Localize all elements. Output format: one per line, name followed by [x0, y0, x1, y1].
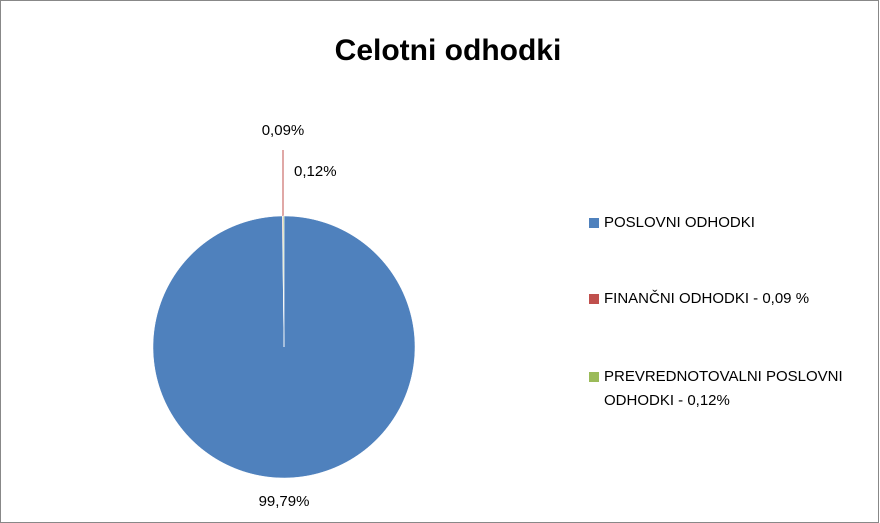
- legend-swatch: [589, 218, 599, 228]
- legend-swatch: [589, 372, 599, 382]
- legend-swatch: [589, 294, 599, 304]
- legend-entry: PREVREDNOTOVALNI POSLOVNI ODHODKI - 0,12…: [604, 368, 843, 409]
- legend-entry: POSLOVNI ODHODKI: [604, 214, 755, 231]
- pie-slice: [282, 215, 285, 348]
- legend-label: FINANČNI ODHODKI - 0,09 %: [604, 290, 810, 307]
- data-label: 0,12%: [294, 163, 337, 180]
- legend-label: POSLOVNI ODHODKI: [604, 214, 755, 231]
- data-label: 0,09%: [262, 122, 305, 139]
- data-label: 99,79%: [259, 493, 310, 510]
- legend-entry: FINANČNI ODHODKI - 0,09 %: [604, 290, 810, 307]
- chart-title: Celotni odhodki: [335, 34, 562, 67]
- legend-label: PREVREDNOTOVALNI POSLOVNI ODHODKI - 0,12…: [604, 368, 843, 409]
